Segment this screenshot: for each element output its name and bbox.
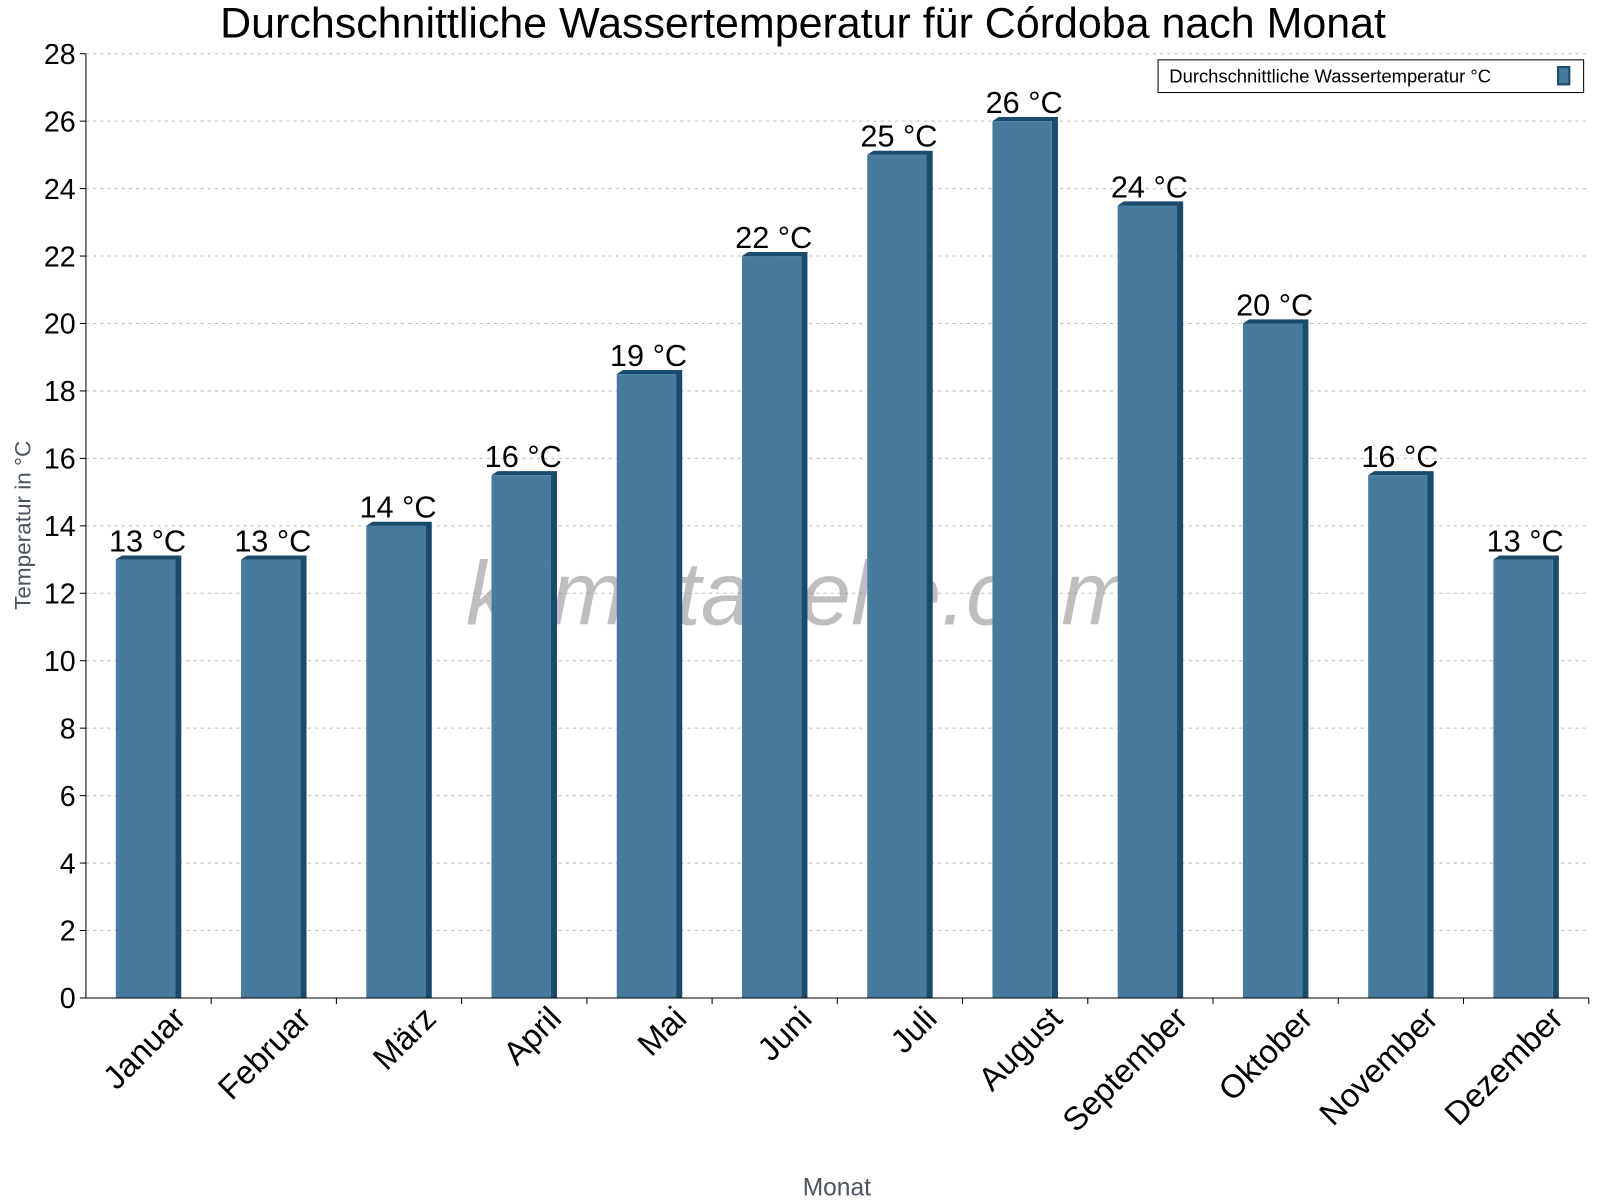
bar [741,256,802,998]
bar [491,475,551,998]
x-tick-label: März [365,999,443,1077]
legend-box [1157,59,1585,94]
bars: 13 °C 13 °C 14 °C 16 °C 19 °C 22 °C 25 °C 26 °C… [109,85,1564,998]
bar-mai: 19 °C [610,338,687,998]
data-label: 26 °C [986,85,1063,120]
data-label: 16 °C [485,439,562,474]
bar [867,154,927,998]
legend-label: Durchschnittliche Wassertemperatur °C [1169,65,1491,86]
y-tick-label: 16 [44,444,76,476]
x-tick-label: Februar [210,999,317,1106]
data-label: 24 °C [1111,169,1188,204]
x-tick-label: Mai [630,999,693,1062]
bar [366,525,426,998]
y-tick-label: 18 [44,376,76,408]
y-tick-label: 2 [60,916,76,948]
y-tick-label: 24 [44,174,76,206]
data-label: 14 °C [359,490,436,525]
y-tick-label: 8 [60,713,76,745]
x-tick-label: Juli [883,999,944,1060]
bar-juni: 22 °C [735,220,812,998]
y-tick-label: 28 [44,39,76,71]
data-label: 19 °C [610,338,687,373]
data-label: 13 °C [234,523,311,558]
bar [992,121,1052,998]
x-tick-label: Januar [95,999,192,1096]
legend[interactable]: Durchschnittliche Wassertemperatur °C [1157,59,1585,94]
y-tick-label: 20 [44,309,76,341]
bar-november: 16 °C [1361,439,1438,998]
y-tick-label: 26 [44,106,76,138]
y-tick-label: 4 [60,848,76,880]
data-label: 25 °C [860,119,937,154]
data-label: 20 °C [1236,287,1313,322]
bar [1117,205,1178,998]
x-tick-label: September [1055,999,1194,1138]
data-label: 13 °C [109,523,186,558]
bar-januar: 13 °C [109,523,186,998]
bar-oktober: 20 °C [1236,287,1313,998]
x-axis-label: Monat [803,1174,871,1200]
bar [616,374,677,998]
y-axis-label: Temperatur in °C [11,441,36,610]
x-tick-label: April [496,999,568,1071]
bar-august: 26 °C [986,85,1063,998]
bar-februar: 13 °C [234,523,311,998]
bar [1493,559,1553,998]
bar-juli: 25 °C [860,119,937,998]
x-tick-label: Juni [750,999,819,1068]
y-tick-label: 14 [44,511,76,543]
data-label: 13 °C [1487,523,1564,558]
x-tick-label: Oktober [1211,999,1320,1108]
y-tick-label: 10 [44,646,76,678]
bar [241,559,301,998]
y-tick-label: 22 [44,241,76,273]
bar-april: 16 °C [485,439,562,998]
x-tick-label: November [1312,999,1445,1132]
bar [1368,475,1428,998]
x-tick-label: August [971,999,1069,1097]
bar [115,559,176,998]
x-tick-label: Dezember [1437,999,1570,1132]
data-label: 22 °C [735,220,812,255]
bar [1242,323,1303,998]
bar-september: 24 °C [1111,169,1188,998]
y-tick-label: 6 [60,781,76,813]
bar-dezember: 13 °C [1487,523,1564,998]
y-tick-label: 12 [44,579,76,611]
grid-lines [85,53,1589,932]
y-tick-label: 0 [60,983,76,1015]
chart-title: Durchschnittliche Wassertemperatur für C… [220,0,1386,47]
legend-swatch [1557,65,1571,86]
bar-märz: 14 °C [359,490,437,998]
data-label: 16 °C [1361,439,1438,474]
